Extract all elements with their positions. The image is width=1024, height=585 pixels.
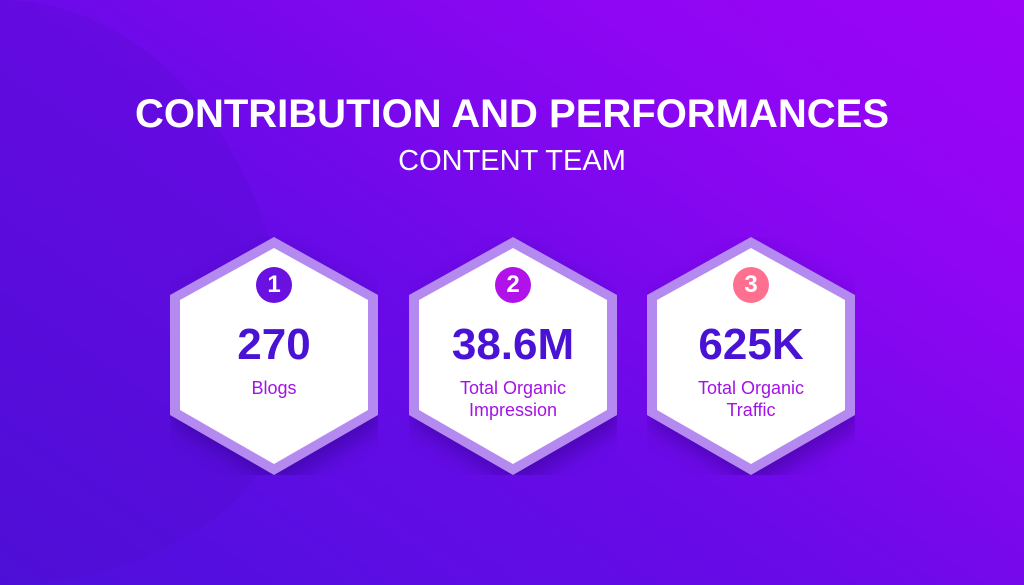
number-badge: 3 [733,267,769,303]
hexagon-shape [170,237,378,475]
hexagon-shape [409,237,617,475]
stat-value: 270 [237,320,311,369]
stat-card-blogs: 1 270 Blogs [170,237,378,475]
stat-label: Blogs [251,378,297,398]
stat-value: 38.6M [451,320,575,369]
stat-card-impression: 2 38.6M Total Organic Impression [409,237,617,475]
number-badge: 1 [256,267,292,303]
stat-value: 625K [698,320,804,369]
page-subtitle: CONTENT TEAM [398,145,626,177]
stat-card-traffic: 3 625K Total Organic Traffic [647,237,855,475]
number-badge: 2 [495,267,531,303]
stat-label: Total Organic Traffic [697,378,805,420]
hexagon-shape [647,237,855,475]
page-title: CONTRIBUTION AND PERFORMANCES [134,92,890,136]
stat-label: Total Organic Impression [459,378,567,420]
